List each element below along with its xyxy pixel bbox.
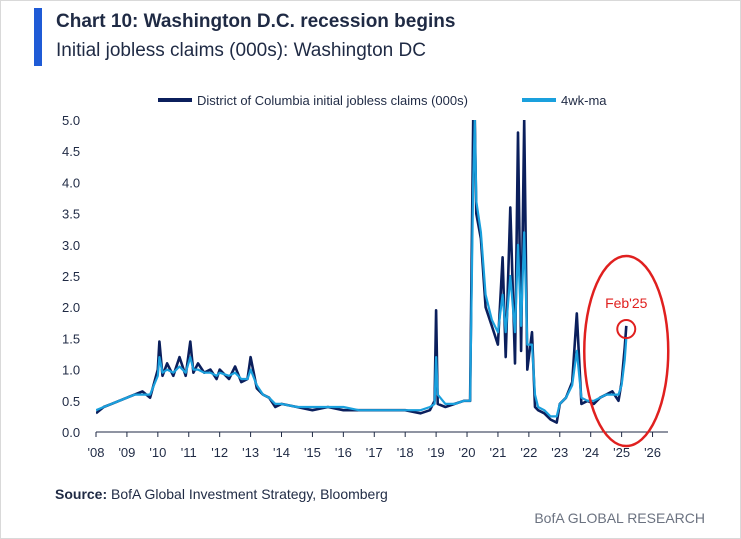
x-tick-label: '09	[118, 445, 135, 460]
x-tick-label: '21	[489, 445, 506, 460]
x-tick-label: '19	[428, 445, 445, 460]
chart-title: Chart 10: Washington D.C. recession begi…	[56, 11, 456, 32]
x-tick-label: '26	[644, 445, 661, 460]
y-tick-label: 1.5	[62, 331, 80, 346]
x-tick-label: '14	[273, 445, 290, 460]
axes-group: 0.0 0.5 1.0 1.5 2.0 2.5 3.0 3.5 4.0 4.5 5.0 '08 '09 '…	[62, 113, 668, 460]
y-tick-label: 4.5	[62, 144, 80, 159]
annotation-small-circle	[616, 319, 637, 340]
x-tick-label: '20	[459, 445, 476, 460]
y-tick-label: 2.0	[62, 300, 80, 315]
y-tick-label: 3.0	[62, 238, 80, 253]
x-tick-label: '11	[181, 445, 197, 460]
x-tick-label: '08	[88, 445, 105, 460]
x-tick-label: '17	[366, 445, 383, 460]
x-tick-label: '18	[397, 445, 414, 460]
legend: District of Columbia initial jobless cla…	[158, 93, 607, 108]
y-tick-label: 2.5	[62, 269, 80, 284]
title-accent-bar	[34, 8, 42, 66]
series-line-4wk-ma	[96, 120, 628, 418]
x-tick-label: '25	[613, 445, 630, 460]
series-line-weekly-claims	[96, 120, 628, 424]
annotation-large-ellipse	[583, 254, 670, 448]
x-tick-label: '10	[149, 445, 166, 460]
legend-label-weekly: District of Columbia initial jobless cla…	[197, 93, 468, 108]
x-tick-label: '22	[520, 445, 537, 460]
x-tick-label: '23	[551, 445, 568, 460]
brand-logo-text: BofA GLOBAL RESEARCH	[534, 510, 705, 526]
y-tick-label: 1.0	[62, 363, 80, 378]
x-tick-label: '12	[211, 445, 228, 460]
plot-area	[96, 120, 628, 424]
y-tick-label: 5.0	[62, 113, 80, 128]
x-tick-label: '13	[242, 445, 259, 460]
annotation-group: Feb'25	[583, 254, 670, 448]
annotation-label-feb25: Feb'25	[605, 295, 648, 311]
source-note: Source: BofA Global Investment Strategy,…	[55, 486, 388, 502]
x-tick-label: '24	[582, 445, 599, 460]
chart-subtitle: Initial jobless claims (000s): Washingto…	[56, 40, 426, 61]
source-text: BofA Global Investment Strategy, Bloombe…	[111, 486, 388, 502]
x-tick-label: '15	[304, 445, 321, 460]
source-label: Source:	[55, 486, 108, 502]
legend-label-ma: 4wk-ma	[561, 93, 607, 108]
y-tick-label: 3.5	[62, 207, 80, 222]
y-tick-label: 0.0	[62, 425, 80, 440]
y-tick-label: 0.5	[62, 394, 80, 409]
y-tick-label: 4.0	[62, 175, 80, 190]
x-tick-label: '16	[335, 445, 352, 460]
